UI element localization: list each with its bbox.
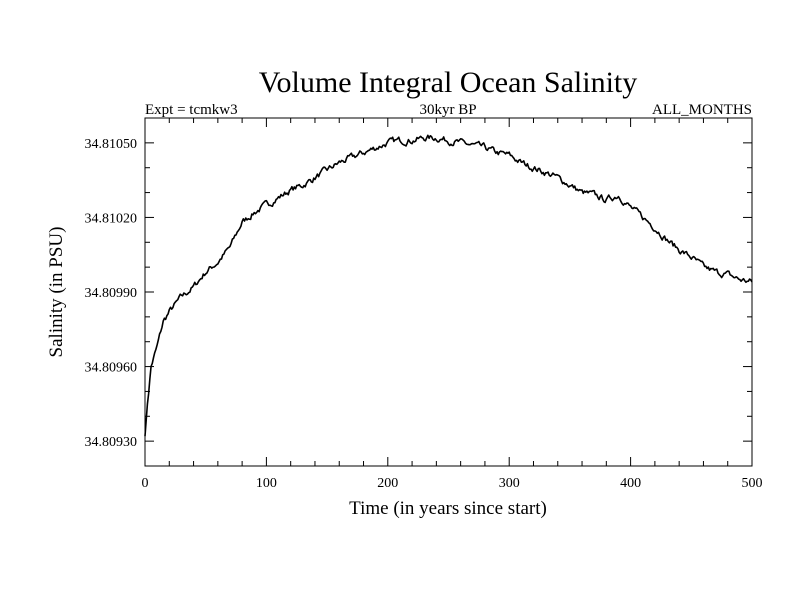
- subtitle-period: 30kyr BP: [419, 102, 476, 118]
- x-tick-label: 100: [256, 476, 277, 491]
- y-tick-label: 34.81050: [85, 137, 138, 152]
- y-axis-tick-labels: 34.80930 34.80960 34.80990 34.81020 34.81050: [85, 137, 138, 450]
- subtitle-experiment: Expt = tcmkw3: [145, 102, 238, 118]
- y-tick-label: 34.80960: [85, 361, 138, 376]
- x-axis-label: Time (in years since start): [349, 498, 547, 519]
- x-tick-label: 400: [620, 476, 641, 491]
- y-axis-ticks: [145, 117, 752, 467]
- x-tick-label: 200: [377, 476, 398, 491]
- x-tick-label: 0: [142, 476, 149, 491]
- chart-title: Volume Integral Ocean Salinity: [259, 66, 638, 99]
- salinity-series-line: [144, 134, 753, 437]
- plot-frame: [144, 117, 753, 467]
- subtitle-months: ALL_MONTHS: [652, 102, 752, 118]
- y-tick-label: 34.80930: [85, 435, 138, 450]
- x-tick-label: 300: [499, 476, 520, 491]
- y-tick-label: 34.80990: [85, 286, 138, 301]
- x-axis-ticks: [144, 118, 753, 466]
- x-axis-tick-labels: 0 100 200 300 400 500: [142, 476, 763, 491]
- y-tick-label: 34.81020: [85, 211, 138, 226]
- x-tick-label: 500: [742, 476, 763, 491]
- y-axis-label: Salinity (in PSU): [46, 227, 67, 358]
